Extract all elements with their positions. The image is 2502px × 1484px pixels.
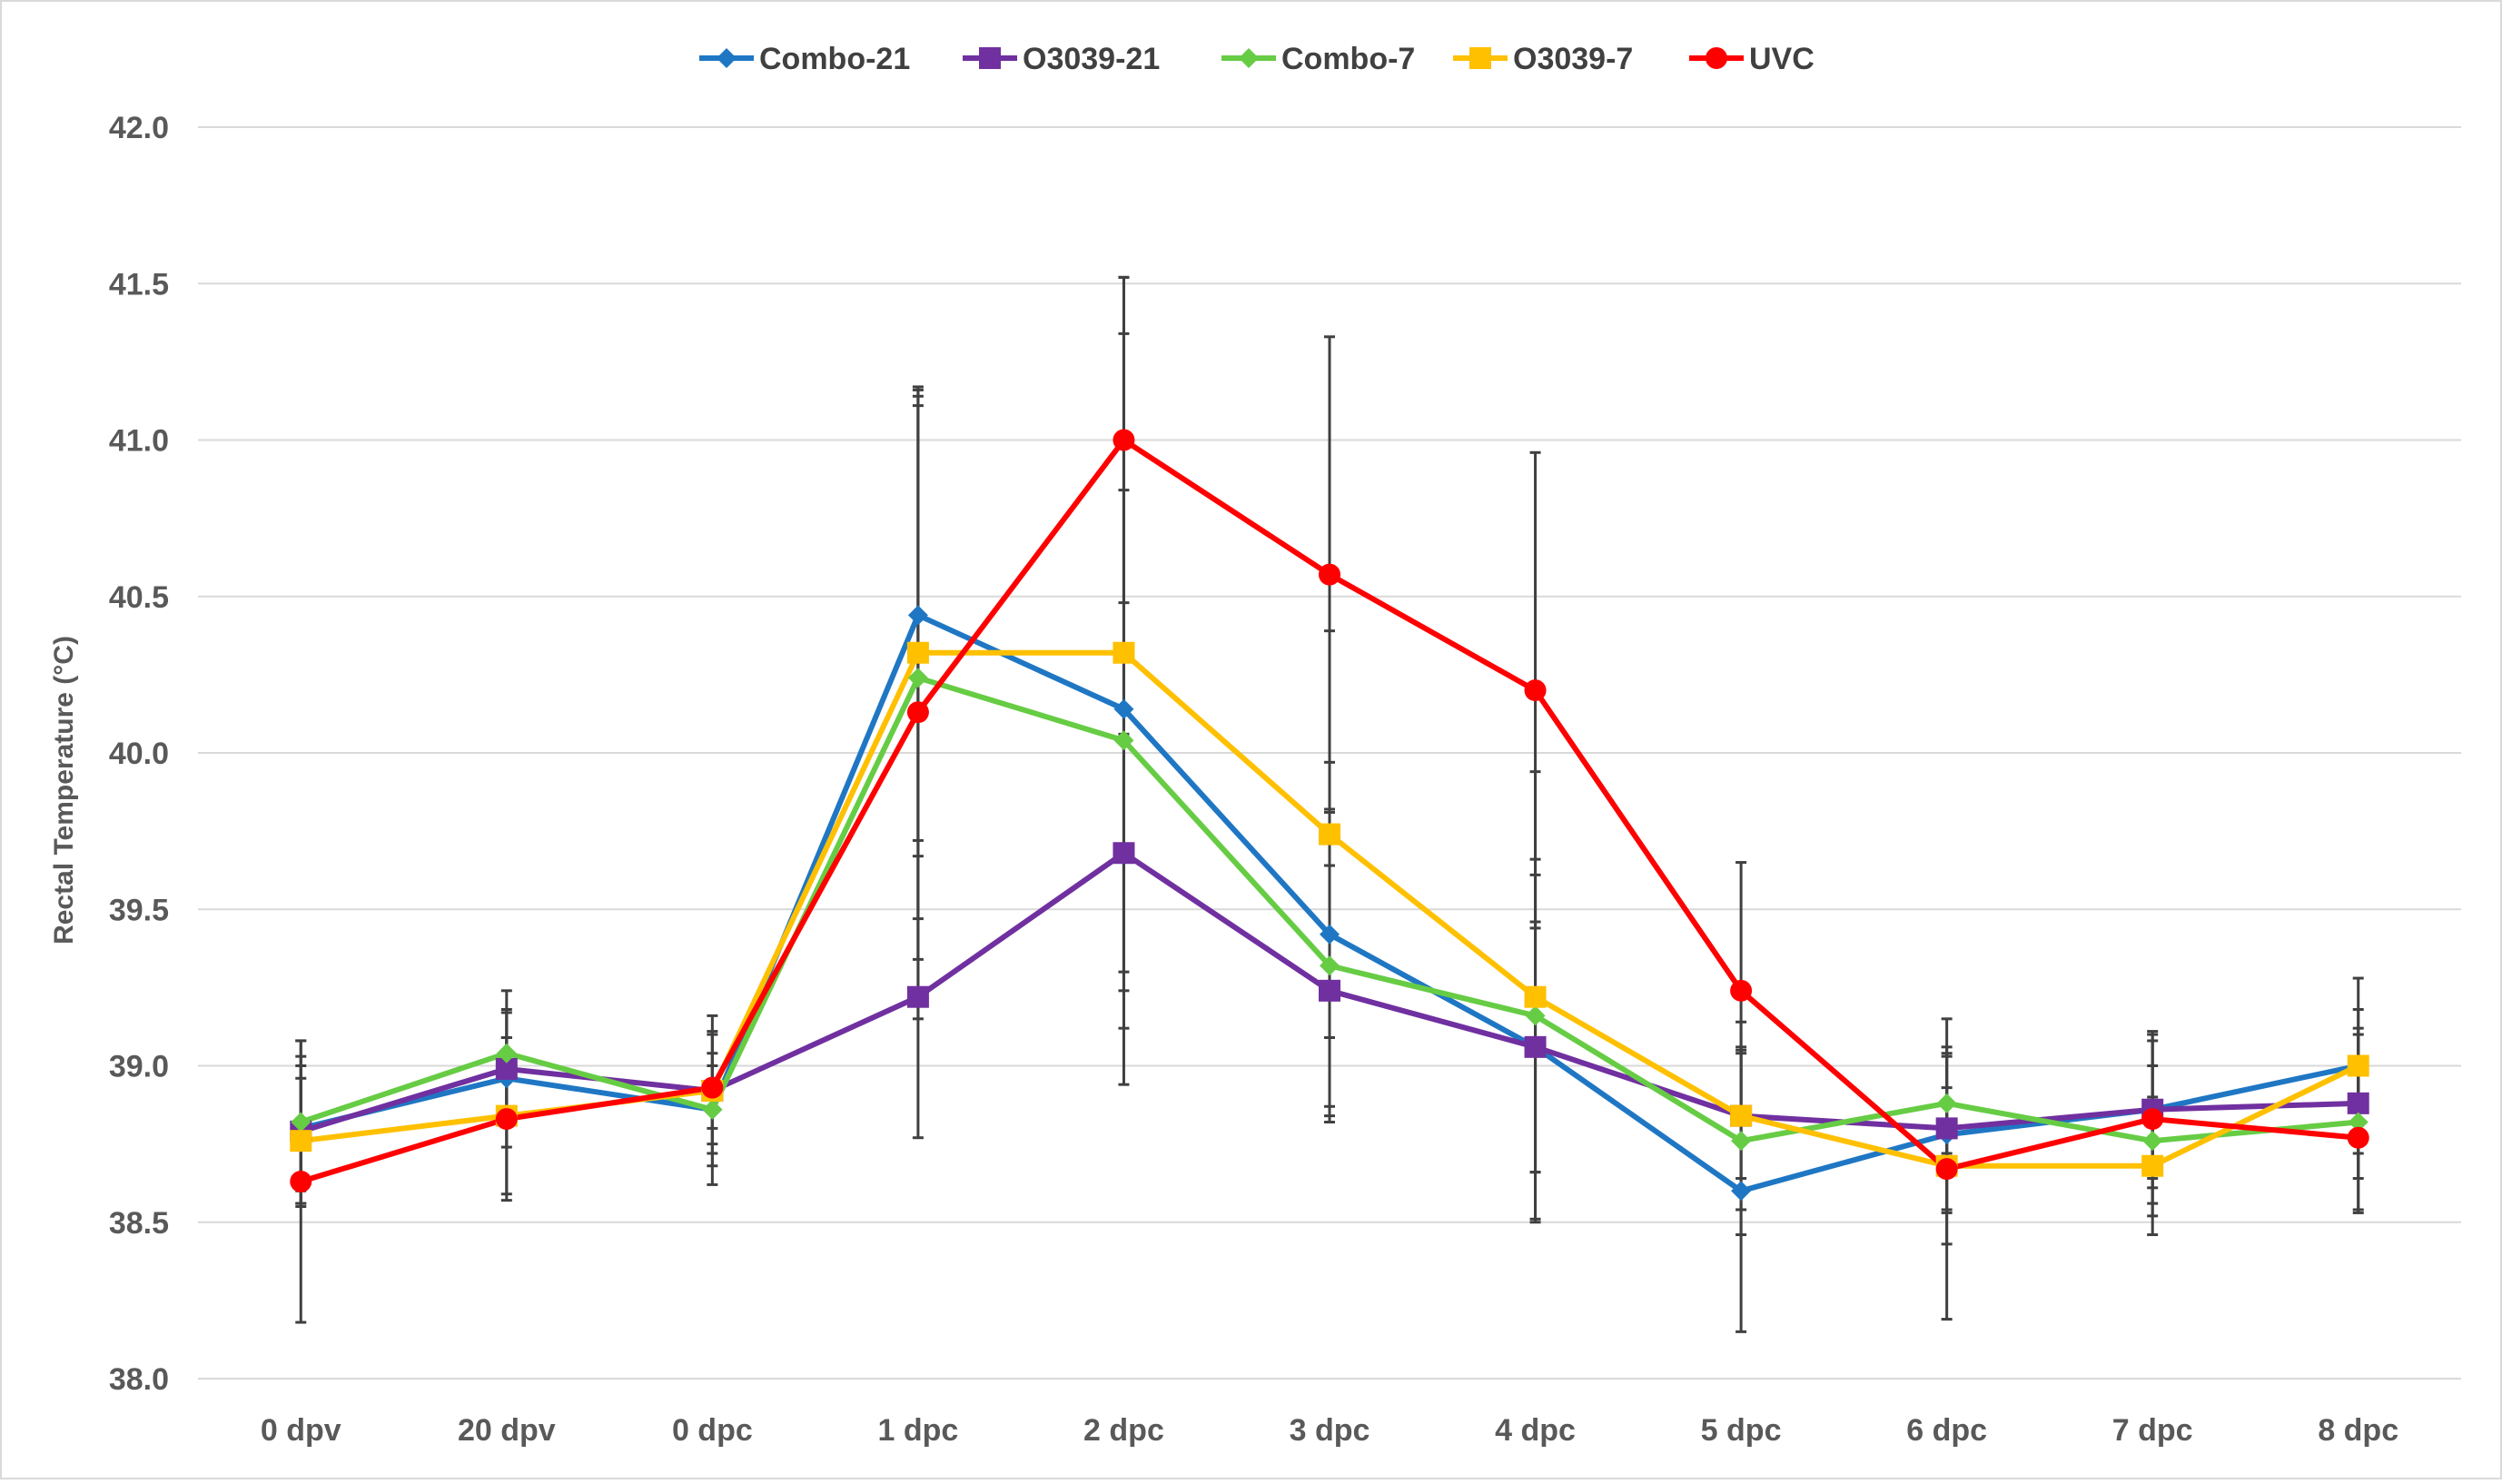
y-tick-label: 38.0 xyxy=(109,1362,169,1397)
legend-label: Combo-7 xyxy=(1281,42,1415,76)
x-tick-label: 0 dpv xyxy=(261,1413,341,1448)
y-tick-label: 41.0 xyxy=(109,424,169,459)
data-point xyxy=(2141,1154,2164,1177)
data-point xyxy=(1320,924,1340,945)
data-point xyxy=(290,1130,312,1153)
data-point xyxy=(496,1043,517,1064)
data-point xyxy=(1319,979,1340,1002)
data-point xyxy=(702,1099,723,1120)
data-point xyxy=(1524,1035,1547,1058)
data-point xyxy=(1731,1181,1752,1202)
y-axis-title: Rectal Temperature (°C) xyxy=(49,636,79,945)
data-point xyxy=(2141,1108,2164,1131)
data-point xyxy=(1731,1131,1752,1152)
legend-label: Combo-21 xyxy=(759,42,910,76)
legend-label: O3039-7 xyxy=(1513,42,1633,76)
x-tick-label: 5 dpc xyxy=(1701,1413,1782,1448)
data-point xyxy=(907,668,928,688)
data-point xyxy=(1320,955,1340,976)
y-axis-ticks: 38.0 38.5 39.0 39.5 40.0 40.5 41.0 41.5 42.0 xyxy=(109,111,169,1397)
x-tick-label: 7 dpc xyxy=(2112,1413,2193,1448)
legend-item: O3039-7 xyxy=(1453,42,1633,76)
y-tick-label: 38.5 xyxy=(109,1206,169,1241)
data-point xyxy=(1113,641,1135,664)
data-point xyxy=(1113,698,1134,719)
legend-marker xyxy=(1469,47,1491,69)
x-tick-label: 8 dpc xyxy=(2318,1413,2398,1448)
y-tick-label: 42.0 xyxy=(109,111,169,145)
data-point xyxy=(495,1108,518,1131)
data-point xyxy=(1524,679,1547,702)
legend-item: UVC xyxy=(1689,42,1815,76)
data-point xyxy=(906,701,929,724)
data-point xyxy=(907,605,928,626)
data-point xyxy=(1936,1093,1957,1113)
data-point xyxy=(2347,1092,2369,1114)
x-tick-label: 4 dpc xyxy=(1495,1413,1576,1448)
legend-label: UVC xyxy=(1749,42,1815,76)
data-point xyxy=(1524,985,1547,1008)
y-tick-label: 40.5 xyxy=(109,580,169,615)
legend-item: Combo-7 xyxy=(1221,42,1415,76)
x-tick-label: 0 dpc xyxy=(672,1413,753,1448)
x-tick-label: 1 dpc xyxy=(878,1413,959,1448)
y-tick-label: 40.0 xyxy=(109,737,169,771)
legend-marker xyxy=(1239,48,1259,68)
data-point xyxy=(1113,429,1135,451)
x-axis-ticks: 0 dpv 20 dpv 0 dpc 1 dpc 2 dpc 3 dpc 4 dpc 5 dp… xyxy=(261,1413,2398,1448)
data-point xyxy=(1319,563,1340,586)
y-tick-label: 39.0 xyxy=(109,1050,169,1084)
data-point xyxy=(1319,823,1340,846)
data-point xyxy=(2348,1112,2368,1133)
data-point xyxy=(290,1170,312,1192)
data-point xyxy=(1730,979,1753,1002)
data-point xyxy=(1935,1158,1958,1181)
y-tick-label: 41.5 xyxy=(109,267,169,302)
legend-item: O3039-21 xyxy=(963,42,1160,76)
data-point xyxy=(1113,730,1134,751)
data-point xyxy=(906,641,929,664)
y-tick-label: 39.5 xyxy=(109,893,169,927)
legend-label: O3039-21 xyxy=(1023,42,1160,76)
data-point xyxy=(906,985,929,1008)
data-point xyxy=(1730,1104,1753,1127)
x-tick-label: 2 dpc xyxy=(1083,1413,1164,1448)
data-point xyxy=(1525,1005,1546,1026)
data-point xyxy=(291,1112,312,1133)
legend-marker xyxy=(717,48,737,68)
legend: Combo-21 O3039-21 Combo-7 O3039-7 UVC xyxy=(699,42,1815,76)
legend-marker xyxy=(979,47,1001,69)
data-point xyxy=(2347,1054,2369,1077)
legend-marker xyxy=(1706,47,1727,69)
data-point xyxy=(1113,842,1135,865)
data-point xyxy=(1935,1117,1958,1140)
legend-item: Combo-21 xyxy=(699,42,910,76)
x-tick-label: 3 dpc xyxy=(1290,1413,1370,1448)
data-point xyxy=(701,1076,724,1099)
x-tick-label: 20 dpv xyxy=(458,1413,556,1448)
series-markers xyxy=(290,429,2369,1202)
x-tick-label: 6 dpc xyxy=(1906,1413,1987,1448)
data-point xyxy=(2142,1131,2163,1152)
data-point xyxy=(2347,1126,2369,1149)
